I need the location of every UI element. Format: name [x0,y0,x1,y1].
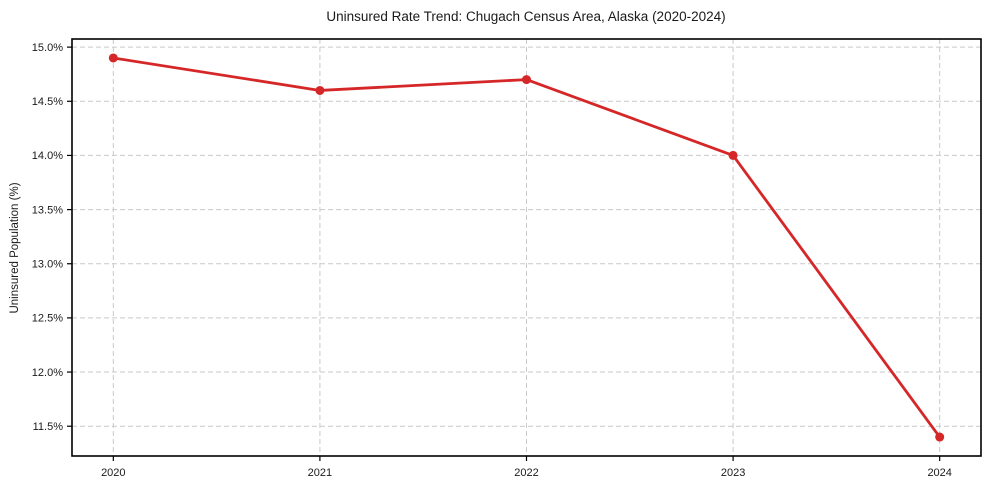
data-point [522,75,531,85]
x-tick-label: 2021 [308,467,332,479]
series-layer [108,53,945,442]
data-point [315,85,325,95]
data-point [935,432,945,442]
data-point [728,150,738,160]
y-tick-label: 14.0% [32,150,63,162]
y-tick-label: 12.0% [32,367,63,379]
grid-layer [72,39,981,456]
y-tick-label: 13.0% [32,259,63,271]
axes-layer: 15.0% 14.5% 14.0% 13.5% 13.0% 12.5% 12.0% 11.5%… [32,38,982,479]
y-tick-label: 12.5% [32,313,63,325]
y-tick-label: 15.0% [32,42,63,54]
y-tick-label: 14.5% [32,96,63,108]
data-point [108,53,118,63]
y-tick-label: 13.5% [32,204,63,216]
x-tick-label: 2020 [101,467,125,479]
x-tick-label: 2022 [514,467,538,479]
y-axis-label: Uninsured Population (%) [9,182,21,313]
x-tick-label: 2023 [721,467,745,479]
chart-title: Uninsured Rate Trend: Chugach Census Are… [326,9,725,24]
x-tick-label: 2024 [927,467,951,479]
y-tick-label: 11.5% [33,421,64,433]
